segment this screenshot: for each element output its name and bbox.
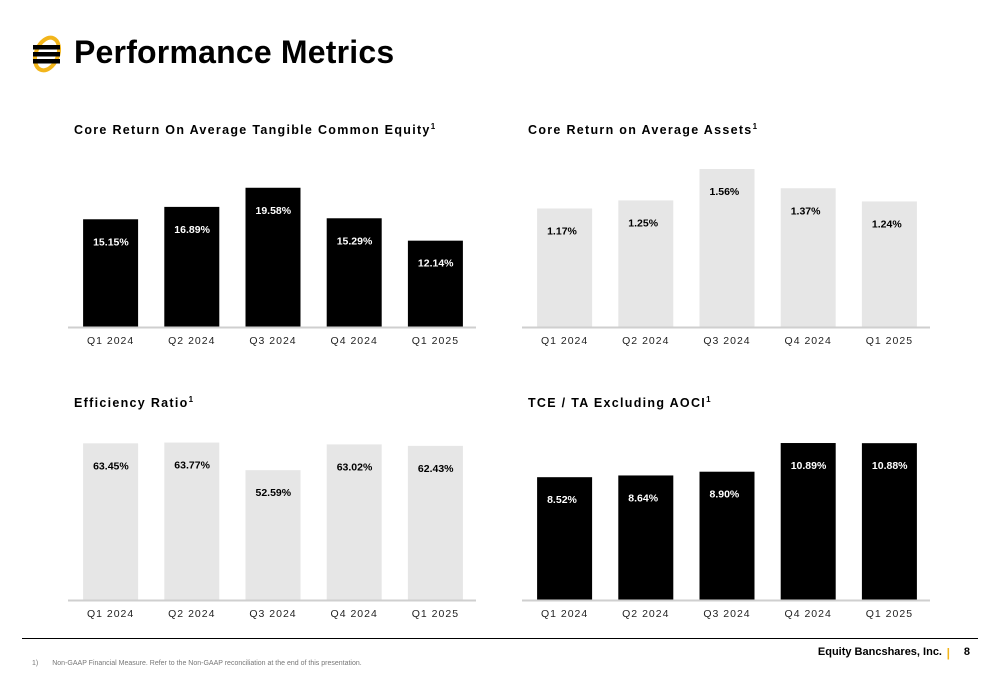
footnote-number: 1)	[32, 660, 39, 667]
bar	[618, 475, 674, 600]
chart-tce-ta: TCE / TA Excluding AOCI1 8.52% Q1 2024 8.6…	[522, 395, 930, 635]
x-tick-label: Q1 2025	[412, 608, 459, 620]
x-tick-label: Q4 2024	[785, 608, 832, 620]
data-label: 1.24%	[872, 218, 902, 230]
x-tick-label: Q1 2025	[866, 335, 913, 347]
data-label: 15.29%	[337, 235, 373, 247]
x-tick-label: Q3 2024	[249, 608, 296, 620]
x-tick-label: Q1 2024	[87, 335, 134, 347]
bar	[245, 470, 301, 600]
bar	[164, 442, 220, 600]
footnote: 1) Non-GAAP Financial Measure. Refer to t…	[32, 660, 362, 667]
bar	[83, 219, 139, 327]
company-name: Equity Bancshares, Inc.	[817, 646, 942, 658]
bar	[618, 200, 674, 327]
chart-plot: 1.17% Q1 2024 1.25% Q2 2024 1.56% Q3 2024 1.37…	[522, 169, 930, 347]
footer-divider	[22, 638, 978, 639]
bar	[407, 240, 463, 327]
data-label: 1.17%	[547, 226, 577, 238]
x-tick-label: Q3 2024	[703, 335, 750, 347]
footnote-text: Non-GAAP Financial Measure. Refer to the…	[52, 660, 362, 667]
bar	[537, 477, 593, 600]
x-tick-label: Q1 2024	[87, 608, 134, 620]
data-label: 8.90%	[710, 489, 740, 501]
x-tick-label: Q2 2024	[168, 335, 215, 347]
bar	[861, 443, 917, 600]
company-logo-icon	[32, 35, 62, 73]
data-label: 63.02%	[337, 461, 373, 473]
x-tick-label: Q1 2024	[541, 335, 588, 347]
page-header: Performance Metrics	[30, 28, 394, 76]
chart-plot: 63.45% Q1 2024 63.77% Q2 2024 52.59% Q3 2024 6…	[68, 442, 476, 620]
chart-core-rotce: Core Return On Average Tangible Common E…	[68, 122, 476, 362]
x-tick-label: Q4 2024	[331, 608, 378, 620]
footer-separator: |	[946, 646, 950, 660]
page-number: 8	[963, 646, 970, 658]
x-tick-label: Q1 2025	[412, 335, 459, 347]
chart-core-roaa: Core Return on Average Assets1 1.17% Q1 2…	[522, 122, 930, 362]
data-label: 15.15%	[93, 236, 129, 248]
x-tick-label: Q1 2024	[541, 608, 588, 620]
data-label: 19.58%	[256, 205, 292, 217]
bar	[861, 201, 917, 327]
bar	[780, 443, 836, 600]
chart-title: Core Return on Average Assets1	[528, 122, 759, 138]
data-label: 1.25%	[628, 217, 658, 229]
bar	[407, 445, 463, 600]
page-title: Performance Metrics	[74, 33, 395, 70]
x-tick-label: Q4 2024	[785, 335, 832, 347]
bar	[83, 443, 139, 600]
data-label: 62.43%	[418, 463, 454, 475]
data-label: 16.89%	[174, 224, 210, 236]
chart-plot: 8.52% Q1 2024 8.64% Q2 2024 8.90% Q3 2024 10.8…	[522, 443, 930, 620]
data-label: 1.56%	[710, 186, 740, 198]
bar	[245, 187, 301, 327]
bar	[326, 444, 382, 600]
x-tick-label: Q1 2025	[866, 608, 913, 620]
bar	[326, 218, 382, 327]
data-label: 10.88%	[872, 460, 908, 472]
chart-title: TCE / TA Excluding AOCI1	[528, 395, 712, 411]
x-tick-label: Q3 2024	[249, 335, 296, 347]
data-label: 63.77%	[174, 460, 210, 472]
x-tick-label: Q4 2024	[331, 335, 378, 347]
chart-title: Efficiency Ratio1	[74, 395, 195, 411]
data-label: 10.89%	[791, 460, 827, 472]
data-label: 12.14%	[418, 258, 454, 270]
x-tick-label: Q3 2024	[703, 608, 750, 620]
chart-plot: 15.15% Q1 2024 16.89% Q2 2024 19.58% Q3 2024 1…	[68, 187, 476, 347]
data-label: 1.37%	[791, 205, 821, 217]
data-label: 8.52%	[547, 494, 577, 506]
chart-efficiency-ratio: Efficiency Ratio1 63.45% Q1 2024 63.77% Q2 …	[68, 395, 476, 635]
bar	[780, 188, 836, 327]
x-tick-label: Q2 2024	[622, 608, 669, 620]
data-label: 8.64%	[628, 492, 658, 504]
chart-title: Core Return On Average Tangible Common E…	[74, 122, 437, 138]
data-label: 63.45%	[93, 460, 129, 472]
bar	[699, 169, 755, 327]
x-tick-label: Q2 2024	[622, 335, 669, 347]
bar	[699, 471, 755, 600]
bar	[164, 206, 220, 327]
bar	[537, 208, 593, 327]
x-tick-label: Q2 2024	[168, 608, 215, 620]
data-label: 52.59%	[256, 487, 292, 499]
